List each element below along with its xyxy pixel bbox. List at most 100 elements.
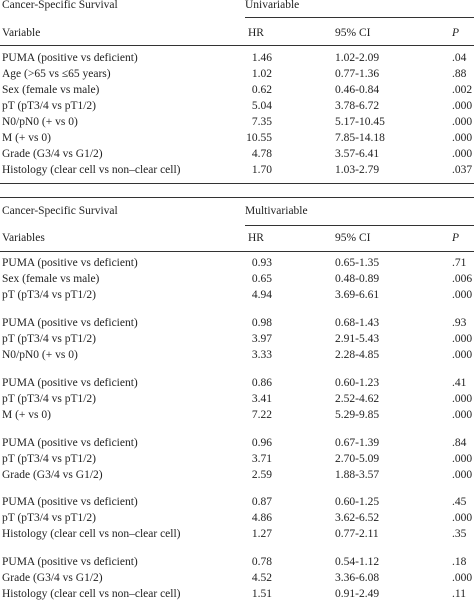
p-value: .000 bbox=[452, 469, 473, 481]
hr: 3.97 bbox=[251, 333, 272, 345]
p-value: .04 bbox=[452, 52, 467, 64]
ci: 0.67-1.39 bbox=[335, 437, 380, 449]
ci: 5.29-9.85 bbox=[335, 409, 380, 421]
ci: 2.91-5.43 bbox=[335, 333, 380, 345]
group-header: Multivariable bbox=[245, 205, 308, 217]
ci: 1.88-3.57 bbox=[335, 469, 380, 481]
variable: Sex (female vs male) bbox=[2, 273, 100, 285]
hr: 0.96 bbox=[251, 437, 272, 449]
variable: Histology (clear cell vs non–clear cell) bbox=[2, 528, 181, 540]
variable: pT (pT3/4 vs pT1/2) bbox=[2, 512, 97, 524]
variable: PUMA (positive vs deficient) bbox=[2, 317, 138, 329]
ci: 0.65-1.35 bbox=[335, 257, 380, 269]
p-value: .000 bbox=[452, 333, 473, 345]
hr: 0.87 bbox=[251, 496, 272, 508]
ci: 7.85-14.18 bbox=[335, 132, 385, 144]
hr: 1.02 bbox=[251, 68, 272, 80]
variable: PUMA (positive vs deficient) bbox=[2, 52, 138, 64]
variable: PUMA (positive vs deficient) bbox=[2, 556, 138, 568]
ci: 0.48-0.89 bbox=[335, 273, 380, 285]
variable: pT (pT3/4 vs pT1/2) bbox=[2, 453, 97, 465]
ci: 0.77-2.11 bbox=[335, 528, 379, 540]
column-header: P bbox=[452, 232, 460, 244]
ci: 0.60-1.25 bbox=[335, 496, 380, 508]
p-value: .84 bbox=[452, 437, 467, 449]
hr: 5.04 bbox=[251, 100, 272, 112]
variable: PUMA (positive vs deficient) bbox=[2, 377, 138, 389]
hr: 4.94 bbox=[251, 289, 272, 301]
hr: 0.86 bbox=[251, 377, 272, 389]
rule bbox=[0, 183, 474, 184]
hr: 1.51 bbox=[251, 588, 272, 600]
ci: 3.69-6.61 bbox=[335, 289, 380, 301]
rule bbox=[0, 251, 474, 252]
variable: pT (pT3/4 vs pT1/2) bbox=[2, 100, 97, 112]
ci: 3.78-6.72 bbox=[335, 100, 380, 112]
hr: 0.93 bbox=[251, 257, 272, 269]
variable: M (+ vs 0) bbox=[2, 409, 51, 421]
p-value: .037 bbox=[452, 164, 473, 176]
hr: 0.78 bbox=[251, 556, 272, 568]
p-value: .000 bbox=[452, 393, 473, 405]
variable: Sex (female vs male) bbox=[2, 84, 100, 96]
variable: Grade (G3/4 vs G1/2) bbox=[2, 148, 103, 160]
p-value: .45 bbox=[452, 496, 467, 508]
variable: Grade (G3/4 vs G1/2) bbox=[2, 469, 103, 481]
p-value: .35 bbox=[452, 528, 467, 540]
p-value: .000 bbox=[452, 116, 473, 128]
ci: 2.70-5.09 bbox=[335, 453, 380, 465]
column-header: 95% CI bbox=[335, 232, 371, 244]
hr: 1.70 bbox=[251, 164, 272, 176]
ci: 0.54-1.12 bbox=[335, 556, 380, 568]
hr: 0.62 bbox=[251, 84, 272, 96]
p-value: .000 bbox=[452, 289, 473, 301]
hr: 4.78 bbox=[251, 148, 272, 160]
p-value: .71 bbox=[452, 257, 467, 269]
ci: 0.46-0.84 bbox=[335, 84, 380, 96]
hr: 2.59 bbox=[251, 469, 272, 481]
variable: pT (pT3/4 vs pT1/2) bbox=[2, 333, 97, 345]
variable: N0/pN0 (+ vs 0) bbox=[2, 116, 78, 128]
variable: N0/pN0 (+ vs 0) bbox=[2, 349, 78, 361]
p-value: .18 bbox=[452, 556, 467, 568]
ci: 0.77-1.36 bbox=[335, 68, 380, 80]
variable: Age (>65 vs ≤65 years) bbox=[2, 68, 111, 80]
hr: 1.27 bbox=[251, 528, 272, 540]
ci: 0.60-1.23 bbox=[335, 377, 380, 389]
column-header: P bbox=[452, 27, 460, 39]
variable: M (+ vs 0) bbox=[2, 132, 51, 144]
variable: PUMA (positive vs deficient) bbox=[2, 257, 138, 269]
table-title: Cancer-Specific Survival bbox=[2, 205, 118, 217]
variable: Histology (clear cell vs non–clear cell) bbox=[2, 164, 181, 176]
column-header: HR bbox=[248, 232, 264, 244]
ci: 0.91-2.49 bbox=[335, 588, 380, 600]
p-value: .000 bbox=[452, 132, 473, 144]
p-value: .93 bbox=[452, 317, 467, 329]
ci: 0.68-1.43 bbox=[335, 317, 380, 329]
hr: 1.46 bbox=[251, 52, 272, 64]
p-value: .000 bbox=[452, 512, 473, 524]
p-value: .000 bbox=[452, 349, 473, 361]
variable: PUMA (positive vs deficient) bbox=[2, 437, 138, 449]
p-value: .000 bbox=[452, 572, 473, 584]
ci: 2.52-4.62 bbox=[335, 393, 380, 405]
hr: 3.41 bbox=[251, 393, 272, 405]
rule bbox=[245, 225, 474, 226]
ci: 3.36-6.08 bbox=[335, 572, 380, 584]
p-value: .006 bbox=[452, 273, 473, 285]
hr: 4.86 bbox=[251, 512, 272, 524]
group-header: Univariable bbox=[245, 0, 300, 11]
column-header: Variables bbox=[2, 232, 45, 244]
ci: 5.17-10.45 bbox=[335, 116, 385, 128]
variable: pT (pT3/4 vs pT1/2) bbox=[2, 289, 97, 301]
column-header: HR bbox=[248, 27, 264, 39]
ci: 3.62-6.52 bbox=[335, 512, 380, 524]
rule bbox=[0, 45, 474, 46]
variable: Histology (clear cell vs non–clear cell) bbox=[2, 588, 181, 600]
hr: 7.22 bbox=[251, 409, 272, 421]
variable: PUMA (positive vs deficient) bbox=[2, 496, 138, 508]
hr: 0.98 bbox=[251, 317, 272, 329]
p-value: .88 bbox=[452, 68, 467, 80]
ci: 3.57-6.41 bbox=[335, 148, 380, 160]
